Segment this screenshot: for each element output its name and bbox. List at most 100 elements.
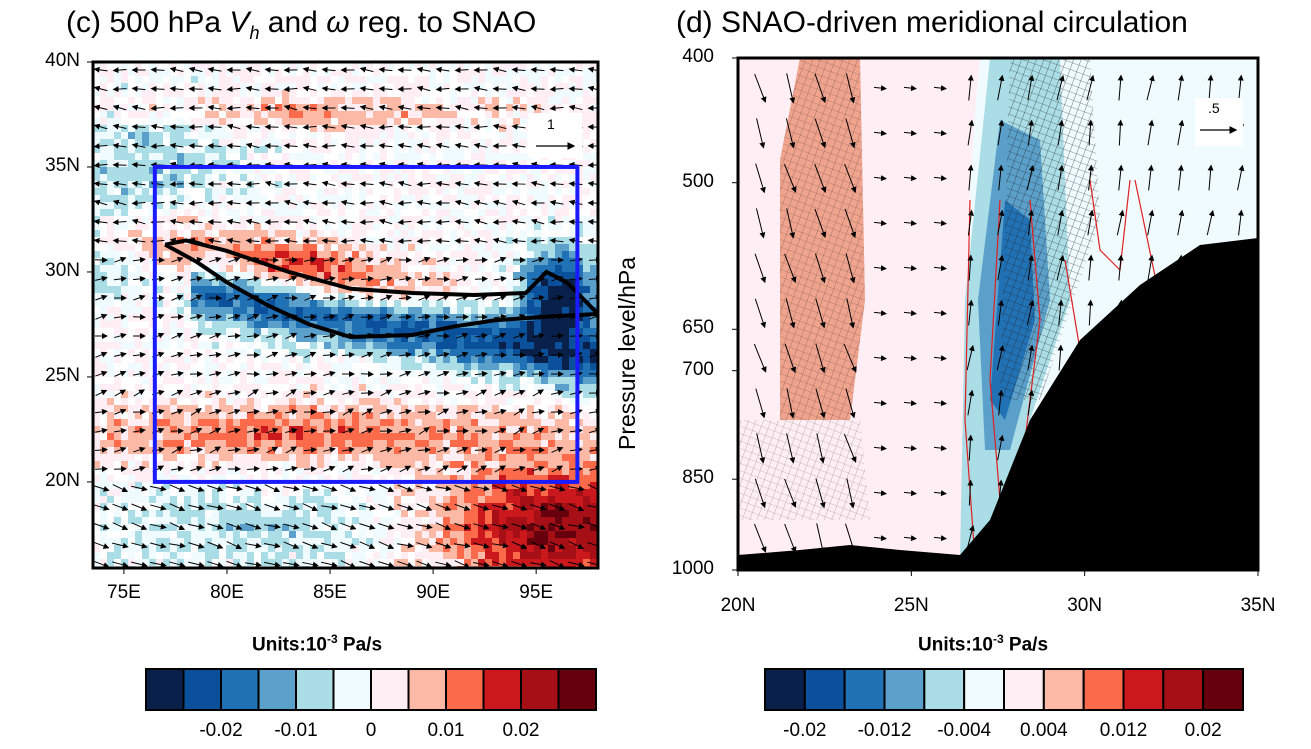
omega-cell <box>492 524 499 531</box>
omega-cell <box>156 244 163 251</box>
omega-cell <box>422 531 429 538</box>
omega-cell <box>429 496 436 503</box>
omega-cell <box>506 321 513 328</box>
omega-cell <box>401 552 408 559</box>
omega-cell <box>240 139 247 146</box>
omega-cell <box>289 69 296 76</box>
omega-cell <box>373 132 380 139</box>
omega-cell <box>184 433 191 440</box>
omega-cell <box>366 419 373 426</box>
omega-cell <box>555 398 562 405</box>
omega-cell <box>394 314 401 321</box>
omega-cell <box>219 363 226 370</box>
wind-vector <box>264 180 279 187</box>
omega-cell <box>527 475 534 482</box>
omega-cell <box>268 265 275 272</box>
omega-cell <box>478 153 485 160</box>
omega-cell <box>191 496 198 503</box>
omega-cell <box>261 468 268 475</box>
wind-vector <box>549 180 564 187</box>
omega-cell <box>359 384 366 391</box>
omega-cell <box>555 307 562 314</box>
omega-cell <box>184 384 191 391</box>
omega-cell <box>247 559 254 566</box>
omega-cell <box>373 447 380 454</box>
omega-cell <box>219 195 226 202</box>
omega-cell <box>261 524 268 531</box>
wind-vector <box>209 370 222 377</box>
omega-cell <box>331 251 338 258</box>
omega-cell <box>590 342 597 349</box>
wind-vector <box>473 218 488 225</box>
wind-vector <box>188 504 205 511</box>
omega-cell <box>128 454 135 461</box>
omega-cell <box>478 447 485 454</box>
omega-cell <box>303 433 310 440</box>
omega-cell <box>464 279 471 286</box>
omega-cell <box>576 321 583 328</box>
omega-cell <box>548 223 555 230</box>
omega-cell <box>142 496 149 503</box>
omega-cell <box>310 398 317 405</box>
omega-cell <box>520 496 527 503</box>
omega-cell <box>128 419 135 426</box>
omega-cell <box>436 328 443 335</box>
wind-vector <box>398 351 412 358</box>
omega-cell <box>247 62 254 69</box>
wind-vector <box>416 181 431 188</box>
wind-vector <box>304 351 317 359</box>
omega-cell <box>156 251 163 258</box>
omega-cell <box>163 426 170 433</box>
omega-cell <box>359 195 366 202</box>
omega-cell <box>114 517 121 524</box>
omega-cell <box>436 398 443 405</box>
omega-cell <box>268 111 275 118</box>
wind-vector <box>226 142 241 149</box>
omega-cell <box>226 321 233 328</box>
omega-cell <box>527 370 534 377</box>
omega-cell <box>338 76 345 83</box>
omega-cell <box>149 167 156 174</box>
omega-cell <box>135 76 142 83</box>
omega-cell <box>590 454 597 461</box>
omega-cell <box>429 391 436 398</box>
omega-cell <box>233 398 240 405</box>
omega-cell <box>226 132 233 139</box>
omega-cell <box>191 489 198 496</box>
omega-cell <box>135 363 142 370</box>
omega-cell <box>506 286 513 293</box>
omega-cell <box>338 342 345 349</box>
wind-vector <box>171 256 184 263</box>
omega-cell <box>282 503 289 510</box>
omega-cell <box>415 307 422 314</box>
omega-cell <box>352 265 359 272</box>
omega-cell <box>520 111 527 118</box>
omega-cell <box>499 153 506 160</box>
omega-cell <box>429 349 436 356</box>
omega-cell <box>576 83 583 90</box>
omega-cell <box>310 146 317 153</box>
omega-cell <box>464 510 471 517</box>
omega-cell <box>352 307 359 314</box>
omega-cell <box>226 412 233 419</box>
omega-cell <box>156 307 163 314</box>
omega-cell <box>93 356 100 363</box>
omega-cell <box>135 195 142 202</box>
omega-cell <box>184 524 191 531</box>
omega-cell <box>100 62 107 69</box>
omega-cell <box>492 349 499 356</box>
omega-cell <box>415 153 422 160</box>
omega-cell <box>415 328 422 335</box>
omega-cell <box>527 293 534 300</box>
omega-cell <box>401 482 408 489</box>
omega-cell <box>541 419 548 426</box>
wind-vector <box>475 351 488 358</box>
omega-cell <box>289 111 296 118</box>
omega-cell <box>534 433 541 440</box>
omega-cell <box>275 433 282 440</box>
omega-cell <box>282 286 289 293</box>
omega-cell <box>394 412 401 419</box>
omega-cell <box>317 335 324 342</box>
omega-cell <box>401 195 408 202</box>
omega-cell <box>247 195 254 202</box>
